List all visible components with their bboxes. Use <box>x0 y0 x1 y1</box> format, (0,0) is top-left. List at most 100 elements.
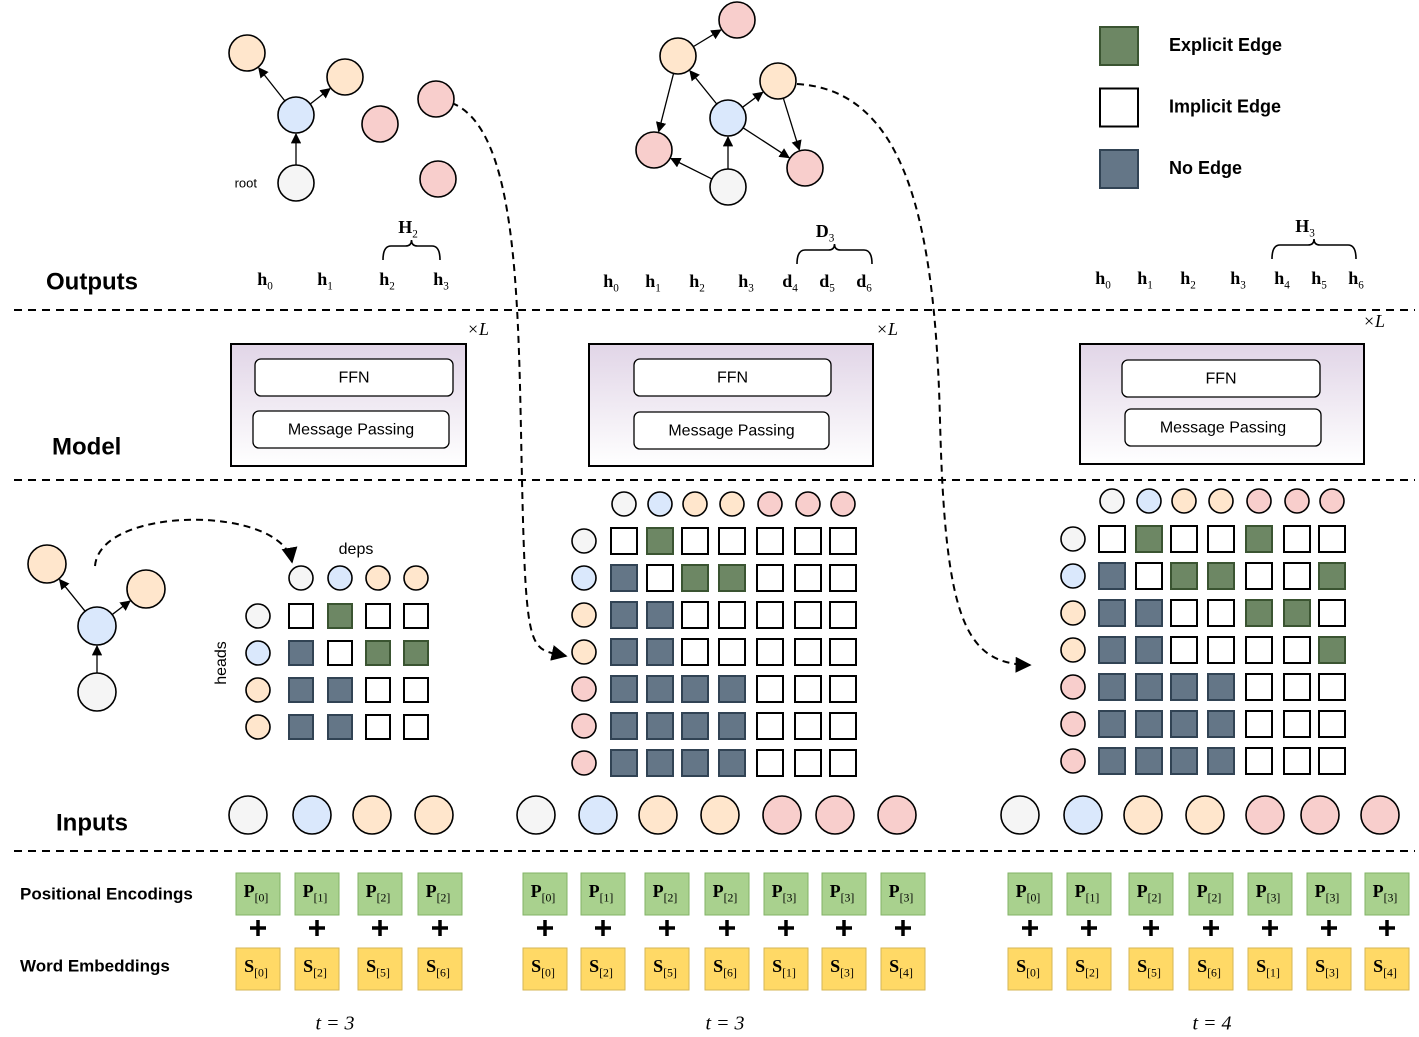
root-label: root <box>235 175 258 190</box>
output-label-sub: 1 <box>1147 279 1153 291</box>
model-layer <box>1121 359 1321 398</box>
matrix-head-node <box>245 714 271 740</box>
positional-label: P[3] <box>830 881 855 904</box>
matrix-cell <box>1207 636 1235 664</box>
positional-label-sub: [2] <box>1208 891 1222 904</box>
word-label: S[2] <box>1075 956 1099 979</box>
output-label-sub: 2 <box>1190 279 1196 291</box>
word-label-base: S <box>889 956 899 976</box>
time-label: t = 4 <box>1192 1013 1231 1035</box>
graph-edge <box>689 69 718 105</box>
positional-label: P[3] <box>1256 881 1281 904</box>
output-label-base: h <box>317 269 327 289</box>
model-layer-label: Message Passing <box>288 422 414 439</box>
positional-label: P[2] <box>713 881 738 904</box>
row-label: Model <box>52 433 121 460</box>
output-label: h2 <box>689 271 705 294</box>
word-label-sub: [3] <box>840 966 854 979</box>
positional-label-base: P <box>1016 881 1027 901</box>
model-layer-label: Message Passing <box>668 423 794 440</box>
output-label-sub: 1 <box>327 280 333 292</box>
word-label-sub: [2] <box>599 966 613 979</box>
output-label: h6 <box>1348 268 1364 291</box>
matrix-cell <box>1170 710 1198 738</box>
plus <box>1081 920 1097 936</box>
matrix-cell <box>829 712 857 740</box>
matrix-cell <box>1170 599 1198 627</box>
graph-edge <box>258 67 286 102</box>
output-label: h2 <box>379 269 395 292</box>
word-label: S[1] <box>1256 956 1280 979</box>
positional-box <box>763 872 809 916</box>
plus <box>309 920 325 936</box>
matrix-dep-node <box>1246 488 1272 514</box>
graph-edge <box>693 29 722 48</box>
word-label-base: S <box>589 956 599 976</box>
matrix-dep-node <box>1099 488 1125 514</box>
matrix-head-node <box>245 603 271 629</box>
positional-box <box>1247 872 1293 916</box>
word-label-sub: [1] <box>1266 966 1280 979</box>
model-layer <box>254 358 454 397</box>
word-box <box>357 947 403 991</box>
group-label: D3 <box>816 221 835 244</box>
graph-node <box>759 62 797 100</box>
time-label: t = 3 <box>705 1013 744 1035</box>
graph-edge <box>670 157 713 180</box>
matrix-cell <box>681 601 709 629</box>
positional-box <box>1128 872 1174 916</box>
matrix-cell <box>365 677 391 703</box>
matrix-cell <box>1283 599 1311 627</box>
word-label-sub: [0] <box>541 966 555 979</box>
row-label: Word Embeddings <box>20 956 170 975</box>
group-label-base: H <box>1295 216 1309 236</box>
matrix-head-node <box>571 639 597 665</box>
matrix-cell <box>288 603 314 629</box>
word-label: S[4] <box>889 956 913 979</box>
positional-label-base: P <box>303 881 314 901</box>
word-label: S[6] <box>1197 956 1221 979</box>
matrix-cell <box>1318 636 1346 664</box>
matrix-cell <box>1207 525 1235 553</box>
output-label: h5 <box>1311 268 1327 291</box>
positional-label-base: P <box>653 881 664 901</box>
positional-label-base: P <box>1137 881 1148 901</box>
model-layer <box>252 410 450 449</box>
input-node <box>414 795 454 835</box>
word-box <box>704 947 750 991</box>
separators <box>14 309 1415 852</box>
input-node <box>1123 795 1163 835</box>
word-label-base: S <box>1197 956 1207 976</box>
matrix-cell <box>403 677 429 703</box>
word-label-sub: [0] <box>1026 966 1040 979</box>
output-label-sub: 0 <box>267 280 273 292</box>
positional-label-sub: [3] <box>900 891 914 904</box>
matrix-head-node <box>1060 748 1086 774</box>
positional-label: P[2] <box>366 881 391 904</box>
plus <box>836 920 852 936</box>
matrix-cell <box>1098 747 1126 775</box>
brace <box>382 239 441 261</box>
positional-box <box>522 872 568 916</box>
word-label-base: S <box>830 956 840 976</box>
matrix-cell <box>1245 710 1273 738</box>
matrix-cell <box>1098 673 1126 701</box>
output-label-base: h <box>1230 268 1240 288</box>
input-node <box>762 795 802 835</box>
output-label: d5 <box>819 271 835 294</box>
plus <box>895 920 911 936</box>
positional-label: P[3] <box>1315 881 1340 904</box>
output-label-base: h <box>645 271 655 291</box>
output-label-sub: 3 <box>443 280 449 292</box>
positional-label-base: P <box>830 881 841 901</box>
matrix-head-node <box>245 677 271 703</box>
output-label-base: h <box>689 271 699 291</box>
matrix-cell <box>794 601 822 629</box>
matrix-cell <box>794 564 822 592</box>
positional-label-base: P <box>531 881 542 901</box>
matrix-cell <box>403 603 429 629</box>
input-node <box>638 795 678 835</box>
matrix-cell <box>1170 525 1198 553</box>
output-label-base: h <box>433 269 443 289</box>
